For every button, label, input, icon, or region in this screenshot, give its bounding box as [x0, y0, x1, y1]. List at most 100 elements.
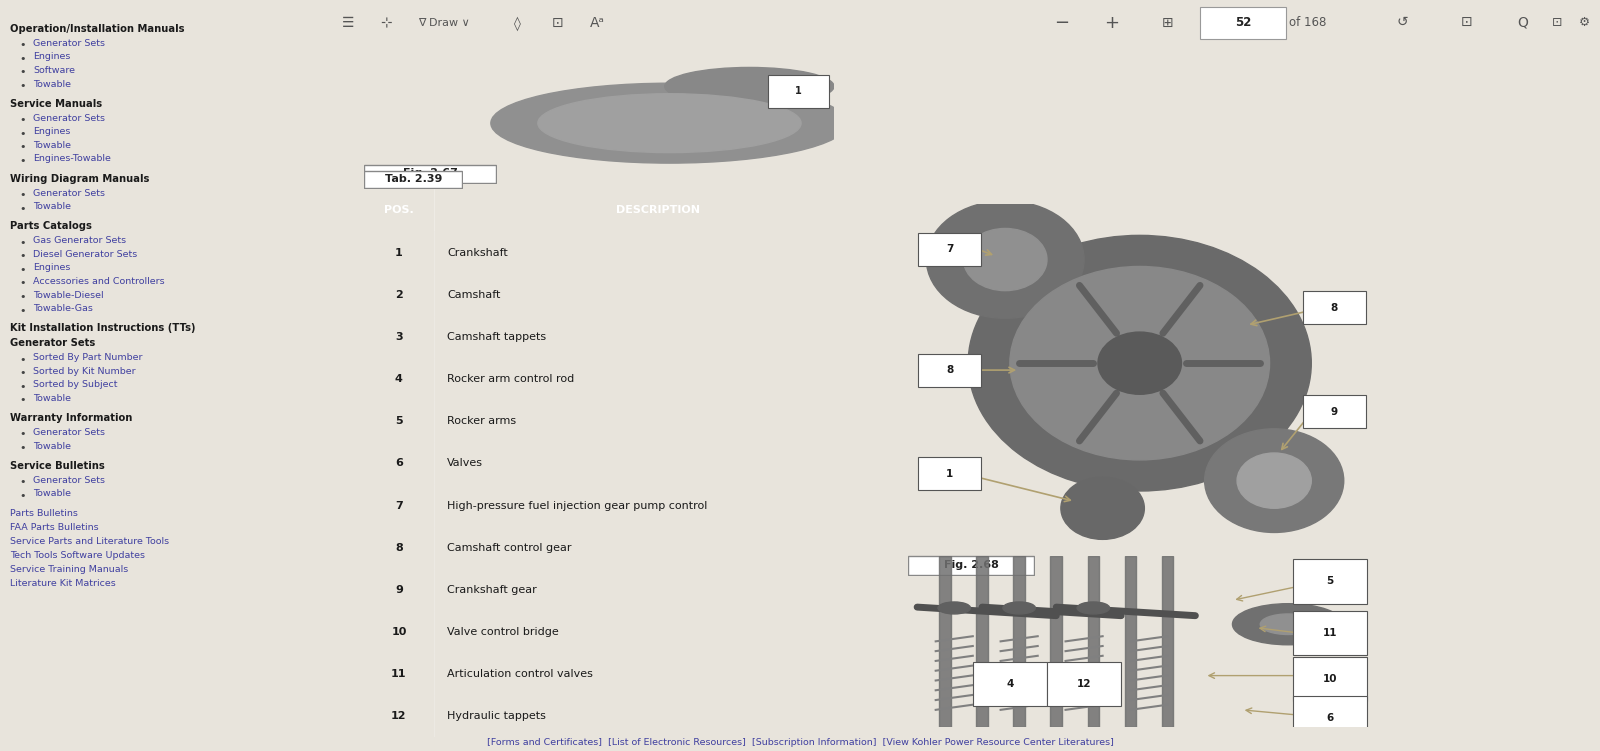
Text: Engines-Towable: Engines-Towable — [34, 155, 110, 164]
Text: •: • — [19, 204, 26, 213]
Text: Sorted by Kit Number: Sorted by Kit Number — [34, 366, 136, 376]
Circle shape — [1237, 453, 1312, 508]
Text: Gas Generator Sets: Gas Generator Sets — [34, 237, 126, 246]
Circle shape — [1232, 604, 1344, 645]
Text: •: • — [19, 354, 26, 365]
Text: 11: 11 — [1323, 628, 1338, 638]
Text: Camshaft control gear: Camshaft control gear — [446, 543, 571, 553]
Circle shape — [1077, 602, 1109, 614]
Text: •: • — [19, 265, 26, 275]
Text: •: • — [19, 395, 26, 406]
Text: Valve control bridge: Valve control bridge — [446, 627, 558, 637]
Text: Engines: Engines — [34, 53, 70, 62]
Bar — [1125, 556, 1136, 727]
Text: •: • — [19, 477, 26, 487]
FancyBboxPatch shape — [768, 75, 829, 108]
FancyBboxPatch shape — [918, 457, 981, 490]
Text: Crankshaft gear: Crankshaft gear — [446, 585, 536, 595]
Text: Towable: Towable — [34, 80, 70, 89]
Circle shape — [963, 228, 1046, 291]
Text: Service Training Manuals: Service Training Manuals — [10, 565, 128, 574]
Text: Generator Sets: Generator Sets — [34, 428, 106, 437]
Text: 52: 52 — [1235, 16, 1251, 29]
Text: •: • — [19, 368, 26, 379]
Text: Q: Q — [1517, 15, 1528, 29]
Text: •: • — [19, 68, 26, 77]
Text: ◊: ◊ — [514, 16, 520, 31]
Text: Parts Catalogs: Parts Catalogs — [10, 222, 91, 231]
Circle shape — [1261, 614, 1315, 635]
Text: Parts Bulletins: Parts Bulletins — [10, 508, 78, 517]
FancyBboxPatch shape — [918, 233, 981, 266]
Text: Camshaft tappets: Camshaft tappets — [446, 332, 546, 342]
FancyBboxPatch shape — [363, 164, 496, 183]
Text: 10: 10 — [392, 627, 406, 637]
Text: •: • — [19, 279, 26, 288]
Text: •: • — [19, 128, 26, 139]
Text: Generator Sets: Generator Sets — [34, 475, 106, 484]
Text: 4: 4 — [395, 374, 403, 384]
Text: Towable: Towable — [34, 490, 70, 499]
Circle shape — [664, 68, 834, 105]
Text: 12: 12 — [390, 711, 406, 722]
Text: High-pressure fuel injection gear pump control: High-pressure fuel injection gear pump c… — [446, 500, 707, 511]
Text: 9: 9 — [395, 585, 403, 595]
Text: ⊹: ⊹ — [381, 17, 392, 30]
FancyBboxPatch shape — [1293, 657, 1366, 701]
Text: of 168: of 168 — [1288, 16, 1326, 29]
Text: •: • — [19, 238, 26, 248]
Text: •: • — [19, 306, 26, 315]
Text: Sorted by Subject: Sorted by Subject — [34, 380, 117, 389]
FancyBboxPatch shape — [1293, 611, 1366, 655]
Text: Valves: Valves — [446, 458, 483, 469]
Text: •: • — [19, 382, 26, 392]
Text: Tech Tools Software Updates: Tech Tools Software Updates — [10, 550, 146, 559]
Text: Service Parts and Literature Tools: Service Parts and Literature Tools — [10, 537, 170, 546]
FancyBboxPatch shape — [1293, 696, 1366, 740]
Text: Hydraulic tappets: Hydraulic tappets — [446, 711, 546, 722]
Bar — [939, 556, 950, 727]
Text: •: • — [19, 430, 26, 439]
FancyBboxPatch shape — [1302, 395, 1366, 428]
Text: 6: 6 — [395, 458, 403, 469]
Text: 5: 5 — [395, 416, 403, 427]
Text: •: • — [19, 190, 26, 200]
Text: 1: 1 — [395, 248, 403, 258]
Text: 3: 3 — [395, 332, 403, 342]
Text: 2: 2 — [395, 290, 403, 300]
Text: Towable: Towable — [34, 141, 70, 150]
Text: 11: 11 — [390, 669, 406, 679]
Text: Literature Kit Matrices: Literature Kit Matrices — [10, 579, 115, 588]
FancyBboxPatch shape — [918, 354, 981, 387]
Circle shape — [1061, 477, 1144, 539]
Text: •: • — [19, 443, 26, 453]
Text: Operation/Installation Manuals: Operation/Installation Manuals — [10, 24, 184, 34]
Circle shape — [1205, 429, 1344, 532]
Text: 8: 8 — [395, 543, 403, 553]
Text: Software: Software — [34, 66, 75, 75]
Text: 12: 12 — [1077, 679, 1091, 689]
Text: Towable: Towable — [34, 202, 70, 211]
Text: FAA Parts Bulletins: FAA Parts Bulletins — [10, 523, 99, 532]
FancyBboxPatch shape — [907, 556, 1034, 575]
Circle shape — [926, 201, 1085, 318]
Text: [Forms and Certificates]  [List of Electronic Resources]  [Subscription Informat: [Forms and Certificates] [List of Electr… — [486, 738, 1114, 747]
Text: 1: 1 — [795, 86, 802, 95]
Bar — [1162, 556, 1173, 727]
Text: Service Manuals: Service Manuals — [10, 99, 102, 109]
Text: Kit Installation Instructions (TTs): Kit Installation Instructions (TTs) — [10, 324, 195, 333]
Text: •: • — [19, 156, 26, 166]
Text: •: • — [19, 491, 26, 501]
FancyBboxPatch shape — [1302, 291, 1366, 324]
Text: 6: 6 — [1326, 713, 1333, 723]
Text: ⊡: ⊡ — [1461, 15, 1472, 29]
Text: Generator Sets: Generator Sets — [10, 338, 94, 348]
Circle shape — [1003, 602, 1035, 614]
FancyBboxPatch shape — [1293, 559, 1366, 604]
Bar — [1013, 556, 1026, 727]
Text: Engines: Engines — [34, 127, 70, 136]
Circle shape — [1010, 267, 1269, 460]
Circle shape — [491, 83, 848, 163]
Bar — [1051, 556, 1062, 727]
Bar — [976, 556, 987, 727]
